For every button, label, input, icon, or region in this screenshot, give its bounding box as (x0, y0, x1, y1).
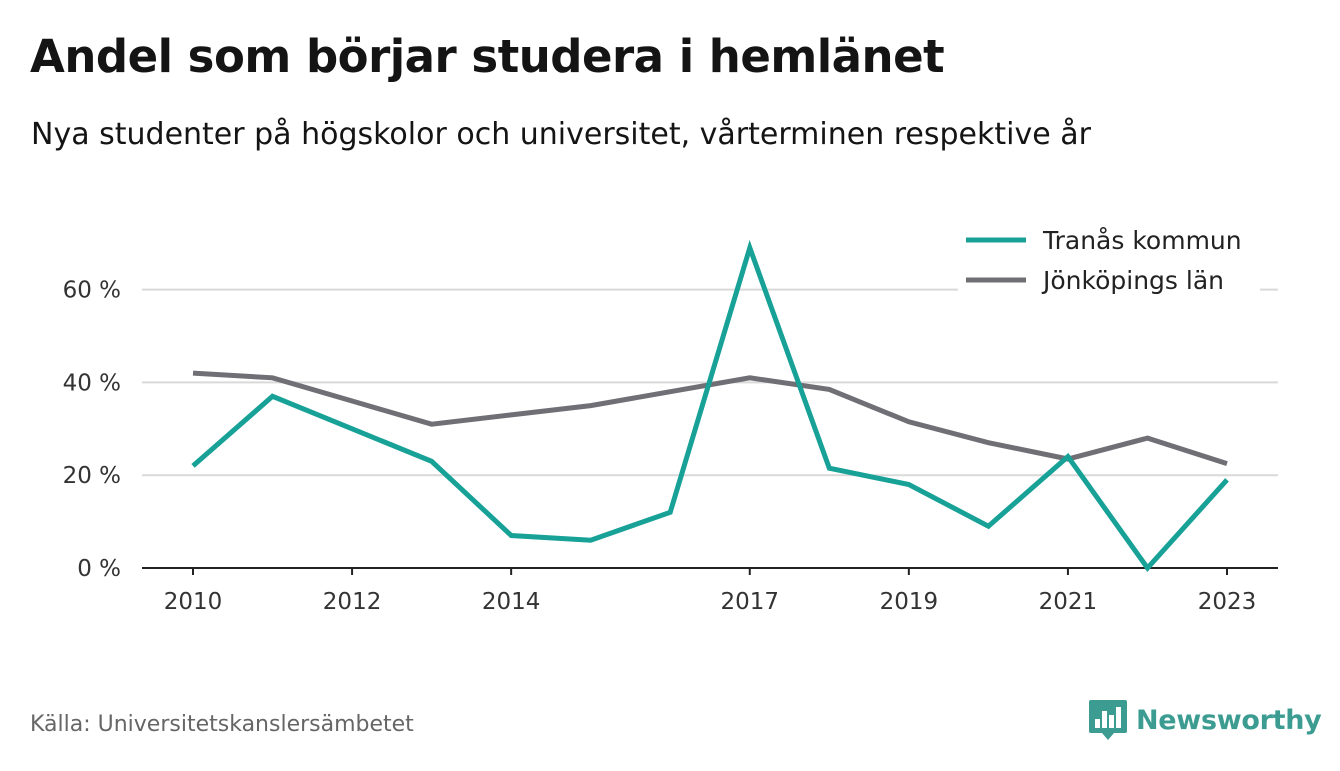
y-tick-label: 0 % (77, 556, 121, 582)
x-tick-label: 2019 (880, 589, 939, 615)
legend-label: Tranås kommun (1042, 226, 1242, 255)
source-note: Källa: Universitetskanslersämbetet (30, 712, 414, 737)
legend: Tranås kommun Jönköpings län (958, 218, 1260, 298)
series-lines (191, 239, 1229, 572)
x-tick-label: 2017 (720, 589, 779, 615)
legend-background (958, 218, 1260, 298)
legend-label: Jönköpings län (1041, 266, 1224, 295)
y-tick-label: 60 % (63, 278, 121, 304)
gridlines (142, 288, 1278, 569)
newsworthy-logo-icon (1089, 700, 1127, 740)
y-tick-label: 40 % (63, 370, 121, 396)
series-line-0 (191, 239, 1229, 572)
chart-title: Andel som börjar studera i hemlänet (30, 30, 945, 83)
x-tick-label: 2010 (164, 589, 223, 615)
brand-name: Newsworthy (1136, 704, 1322, 736)
x-tick-label: 2014 (482, 589, 541, 615)
x-axis-ticks: 2010 2012 2014 2017 2019 2021 2023 (164, 568, 1257, 615)
y-axis-ticks: 0 % 20 % 40 % 60 % (63, 278, 121, 582)
x-tick-label: 2023 (1198, 589, 1257, 615)
x-tick-label: 2012 (323, 589, 382, 615)
x-tick-label: 2021 (1039, 589, 1098, 615)
y-tick-label: 20 % (63, 463, 121, 489)
chart-subtitle: Nya studenter på högskolor och universit… (31, 117, 1091, 152)
brand-logo: Newsworthy (1088, 698, 1322, 742)
